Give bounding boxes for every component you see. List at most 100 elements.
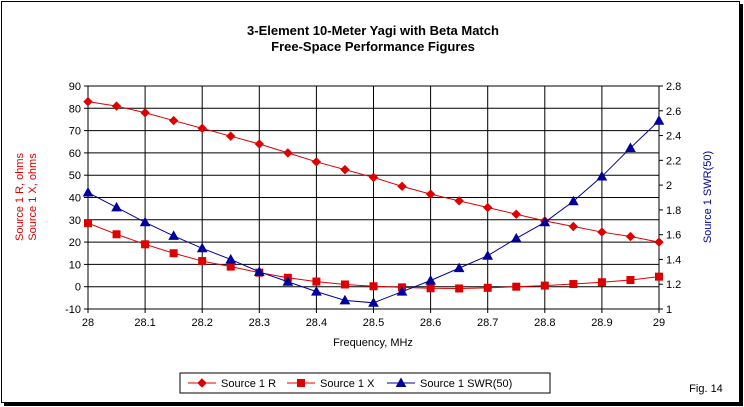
data-point xyxy=(568,221,579,232)
data-point xyxy=(339,294,351,305)
y-left-tick-label: 90 xyxy=(69,81,81,93)
data-point xyxy=(139,216,151,227)
data-point xyxy=(168,115,179,126)
data-point xyxy=(141,240,150,249)
data-point xyxy=(597,227,607,237)
y-right-tick-label: 1.8 xyxy=(666,205,681,217)
data-point xyxy=(567,195,579,206)
y-right-tick-label: 1 xyxy=(666,304,672,316)
data-point xyxy=(140,108,150,118)
chart-title: 3-Element 10-Meter Yagi with Beta Match xyxy=(247,23,499,38)
data-point xyxy=(653,115,665,125)
data-point xyxy=(625,231,636,242)
legend-item: Source 1 X xyxy=(287,378,375,390)
data-point xyxy=(168,230,180,240)
grid xyxy=(88,86,659,309)
x-tick-label: 28.4 xyxy=(306,317,327,329)
y-left-tick-label: 20 xyxy=(69,237,81,249)
legend-marker xyxy=(395,377,407,387)
y-left-tick-label: 30 xyxy=(69,215,81,227)
data-point xyxy=(254,139,265,149)
data-point xyxy=(340,280,349,289)
x-tick-label: 28.2 xyxy=(191,317,212,329)
data-point xyxy=(482,202,493,213)
x-tick-label: 28.7 xyxy=(477,317,498,329)
legend: Source 1 R Source 1 X Source 1 SWR(50) xyxy=(179,372,551,394)
data-point xyxy=(540,281,549,290)
x-tick-label: 28 xyxy=(82,317,94,329)
data-point xyxy=(655,272,663,281)
data-point xyxy=(539,216,551,227)
y-axis-left-label-r: Source 1 R, ohms xyxy=(14,152,26,241)
legend-label: Source 1 X xyxy=(320,378,375,390)
y-left-tick-label: -10 xyxy=(65,304,81,316)
x-tick-label: 29 xyxy=(653,317,665,329)
y-axis-left-label-x: Source 1 X, ohms xyxy=(27,153,39,241)
y-right-tick-label: 2.8 xyxy=(666,81,681,93)
legend-item: Source 1 SWR(50) xyxy=(387,377,512,390)
legend-item: Source 1 R xyxy=(188,378,276,390)
series-source-1-swr-50 xyxy=(82,115,665,307)
y-left-tick-label: 0 xyxy=(75,282,81,294)
data-point xyxy=(311,157,322,167)
y-left-tick-label: 80 xyxy=(69,103,81,115)
legend-marker xyxy=(297,379,305,387)
data-point xyxy=(196,242,208,253)
y-left-tick-label: 70 xyxy=(69,126,81,138)
chart-subtitle: Free-Space Performance Figures xyxy=(271,39,475,54)
data-point xyxy=(425,189,436,199)
data-point xyxy=(111,201,122,212)
series-layer xyxy=(82,96,665,307)
data-point xyxy=(569,280,578,289)
data-point xyxy=(510,232,522,243)
data-point xyxy=(483,283,492,292)
y-right-tick-label: 2.2 xyxy=(666,155,681,167)
data-point xyxy=(426,284,435,293)
data-point xyxy=(340,164,350,175)
data-point xyxy=(368,172,379,183)
data-point xyxy=(83,96,93,107)
data-point xyxy=(311,286,322,296)
data-point xyxy=(253,266,265,276)
y-right-tick-label: 1.4 xyxy=(666,254,681,266)
data-point xyxy=(654,237,664,247)
data-point xyxy=(455,284,464,293)
legend-items: Source 1 R Source 1 X Source 1 SWR(50) xyxy=(188,377,512,390)
data-point xyxy=(397,181,407,192)
x-axis-label: Frequency, MHz xyxy=(333,337,413,349)
y-right-tick-label: 2.6 xyxy=(666,106,681,118)
x-axis-ticks: 28 28.1 28.2 28.3 28.4 28.5 28.6 28.7 28.8 28.9 29 xyxy=(82,309,665,329)
data-point xyxy=(512,282,521,291)
data-point xyxy=(225,253,237,264)
series-source-1-r xyxy=(83,96,664,247)
data-point xyxy=(368,297,379,307)
legend-box xyxy=(179,372,551,394)
x-tick-label: 28.1 xyxy=(134,317,155,329)
y-right-tick-label: 2.4 xyxy=(666,131,681,143)
y-left-tick-label: 60 xyxy=(69,148,81,160)
x-tick-label: 28.5 xyxy=(363,317,384,329)
x-tick-label: 28.3 xyxy=(249,317,270,329)
data-point xyxy=(482,250,494,260)
y-axis-right-ticks: 1 1.2 1.4 1.6 1.8 2 2.2 2.4 2.6 2.8 xyxy=(659,81,681,316)
data-point xyxy=(425,274,436,285)
data-point xyxy=(396,286,408,296)
figure-label: Fig. 14 xyxy=(689,383,723,395)
data-point xyxy=(625,142,636,152)
x-tick-label: 28.6 xyxy=(420,317,441,329)
data-point xyxy=(112,230,121,239)
data-point xyxy=(453,262,465,273)
y-right-tick-label: 1.6 xyxy=(666,230,681,242)
data-point xyxy=(597,278,606,287)
data-point xyxy=(226,131,236,141)
data-point xyxy=(312,277,321,286)
data-point xyxy=(596,170,608,181)
data-point xyxy=(169,249,178,258)
data-point xyxy=(82,187,94,197)
chart-svg: 3-Element 10-Meter Yagi with Beta Match … xyxy=(14,23,723,395)
data-point xyxy=(111,101,122,111)
y-axis-left-ticks: -10 0 10 20 30 40 50 60 70 80 90 xyxy=(65,81,88,316)
legend-label: Source 1 SWR(50) xyxy=(420,378,512,390)
y-left-tick-label: 40 xyxy=(69,193,81,205)
